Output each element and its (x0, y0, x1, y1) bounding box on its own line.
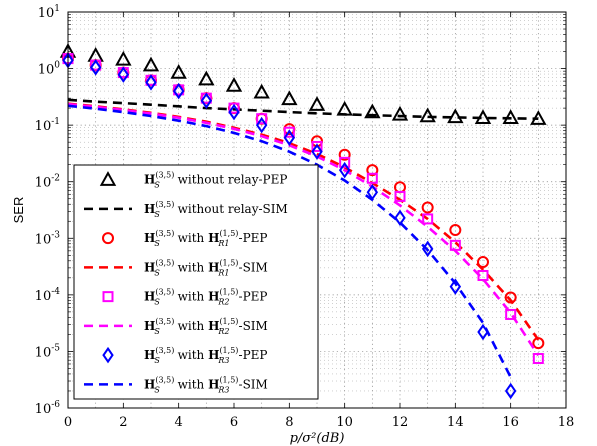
x-tick-label: 0 (64, 415, 72, 430)
series-line (67, 98, 539, 120)
legend-item: H(3,5) S with H(1,5) R1 -SIM (84, 258, 268, 277)
data-point-diamond (449, 278, 462, 295)
data-point-triangle (225, 77, 243, 92)
legend-label: H(3,5) S with H(1,5) R3 -PEP (144, 346, 268, 365)
series-8 (67, 104, 512, 378)
series-2 (67, 98, 539, 120)
legend-label: H(3,5) S with H(1,5) R1 -PEP (144, 229, 268, 248)
legend-item: H(3,5) S with H(1,5) R1 -PEP (102, 229, 268, 248)
y-tick-label: 10-4 (35, 287, 61, 304)
legend-item: H(3,5) S with H(1,5) R3 -PEP (102, 346, 268, 365)
legend-marker-circle (102, 232, 114, 245)
legend-box (73, 164, 319, 400)
data-point-diamond (255, 116, 268, 134)
x-tick-label: 8 (285, 415, 293, 430)
legend-marker-diamond (102, 346, 114, 364)
y-tick-label: 101 (38, 4, 60, 21)
x-tick-label: 4 (175, 415, 183, 430)
data-point-diamond (117, 66, 130, 83)
data-point-square (505, 308, 517, 320)
x-tick-label: 10 (336, 415, 353, 430)
data-point-triangle (308, 96, 326, 111)
legend: H(3,5) S without relay-PEP H(3,5) S without… (73, 164, 319, 400)
data-point-circle (338, 148, 351, 161)
y-axis-label: SER (11, 197, 26, 224)
data-point-circle (366, 164, 379, 177)
legend-item: H(3,5) S without relay-SIM (84, 200, 288, 219)
data-point-circle (421, 201, 434, 214)
data-point-square (228, 102, 240, 114)
x-tick-label: 12 (392, 415, 409, 430)
x-tick-label: 18 (558, 415, 575, 430)
data-point-diamond (200, 92, 213, 109)
data-point-circle (449, 224, 462, 237)
series-6 (67, 102, 540, 357)
legend-label: H(3,5) S with H(1,5) R2 -PEP (144, 288, 268, 307)
legend-marker-triangle (99, 171, 117, 186)
legend-item: H(3,5) S with H(1,5) R2 -SIM (84, 317, 268, 336)
legend-label: H(3,5) S with H(1,5) R3 -SIM (144, 375, 268, 394)
data-point-triangle (253, 83, 270, 99)
legend-marker-square (102, 291, 114, 303)
y-tick-label: 10-2 (35, 174, 60, 191)
data-point-square (311, 140, 323, 152)
legend-item: H(3,5) S with H(1,5) R2 -PEP (102, 288, 268, 307)
y-tick-label: 10-6 (35, 400, 61, 417)
data-point-square (256, 113, 268, 125)
axes-frame (67, 11, 567, 409)
data-point-diamond (283, 129, 296, 146)
data-point-square (394, 190, 406, 202)
data-point-square (422, 213, 434, 225)
legend-label: H(3,5) S without relay-PEP (144, 171, 287, 190)
series-line (67, 102, 540, 357)
data-point-triangle (115, 50, 132, 66)
y-tick-label: 10-3 (35, 230, 61, 247)
data-point-diamond (228, 103, 240, 121)
y-tick-label: 100 (38, 61, 61, 78)
legend-label: H(3,5) S with H(1,5) R2 -SIM (144, 317, 268, 336)
tick-layer: 0 2 4 6 8 10 12 14 16 18 101 100 10-1 10-2 10-3 10-4 10-… (35, 4, 575, 430)
data-point-diamond (504, 382, 517, 400)
data-point-circle (477, 256, 489, 269)
x-tick-label: 16 (502, 415, 519, 430)
data-point-diamond (145, 74, 157, 91)
data-point-square (366, 172, 378, 184)
data-point-diamond (89, 59, 102, 76)
data-point-triangle (419, 107, 436, 123)
data-point-triangle (198, 70, 215, 86)
data-point-diamond (172, 82, 185, 100)
data-point-triangle (391, 105, 409, 121)
x-tick-label: 6 (230, 415, 238, 430)
data-point-triangle (170, 64, 187, 79)
data-point-square (339, 156, 351, 168)
legend-item: H(3,5) S with H(1,5) R3 -SIM (84, 375, 268, 394)
data-point-triangle (364, 103, 381, 119)
data-point-triangle (281, 90, 298, 106)
legend-label: H(3,5) S without relay-SIM (144, 200, 288, 219)
series-line (67, 104, 512, 378)
data-point-diamond (311, 143, 323, 160)
legend-label: H(3,5) S with H(1,5) R1 -SIM (144, 258, 268, 277)
data-point-square (283, 126, 295, 138)
data-point-diamond (338, 161, 351, 179)
x-tick-label: 2 (119, 415, 127, 430)
legend-item: H(3,5) S without relay-PEP (99, 171, 287, 190)
y-tick-label: 10-5 (35, 343, 61, 360)
data-point-triangle (142, 56, 160, 72)
x-axis-label: p/σ²(dB) (290, 431, 345, 446)
x-tick-label: 14 (447, 415, 464, 430)
y-tick-label: 10-1 (35, 117, 60, 134)
